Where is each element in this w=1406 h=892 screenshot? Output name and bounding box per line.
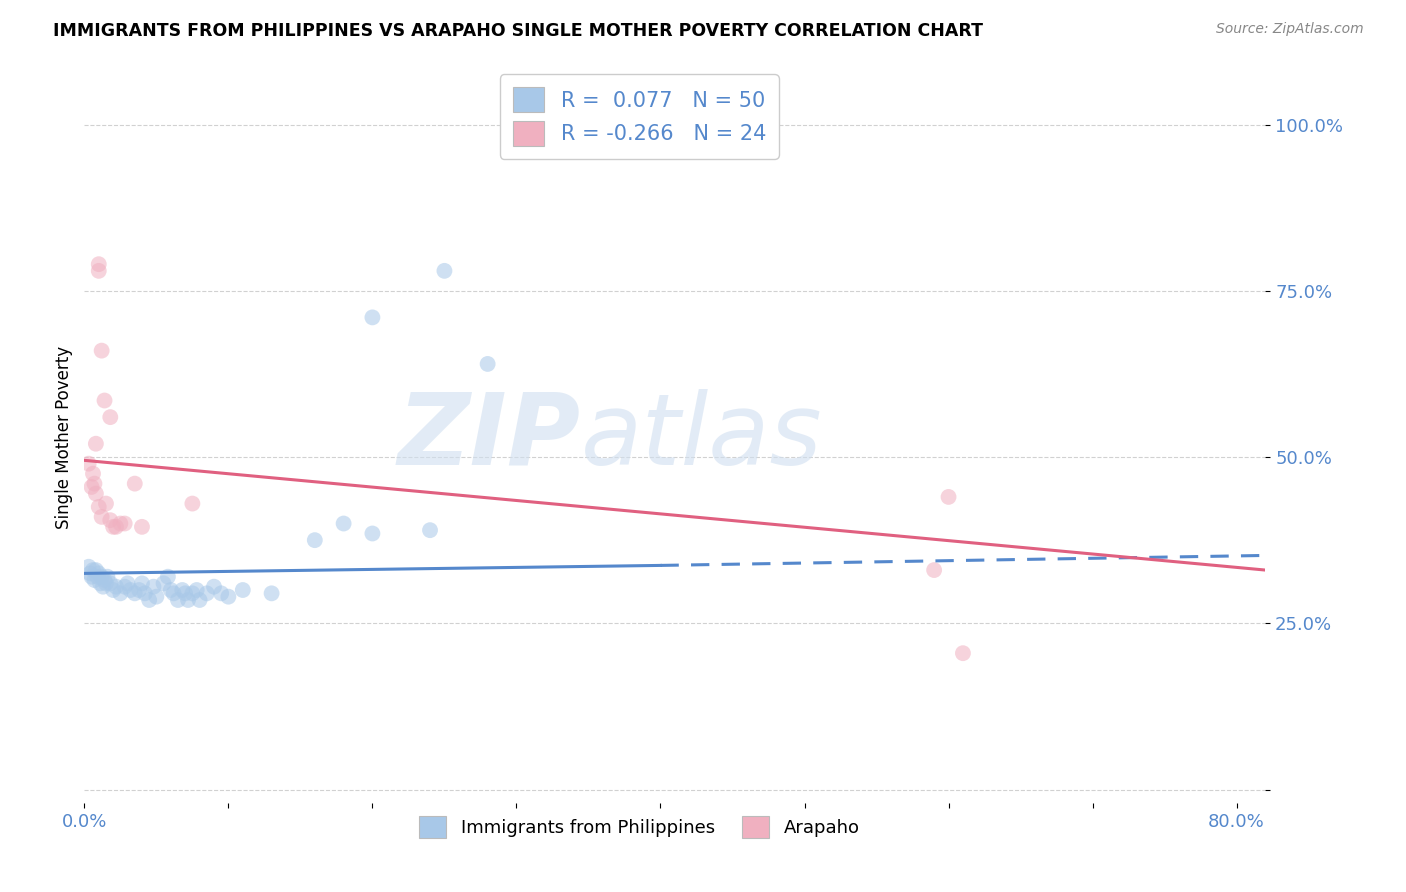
Point [120,582,142,597]
Point [101,520,124,534]
Point [260,586,283,600]
Point [138,593,160,607]
Point [90,343,112,358]
Point [181,586,204,600]
Point [86,570,108,584]
Point [82,563,104,577]
Point [174,586,197,600]
Point [98,513,121,527]
Point [80,480,103,494]
Point [922,563,945,577]
Point [131,520,153,534]
Point [94,497,117,511]
Point [110,516,132,531]
Point [195,586,218,600]
Point [96,570,118,584]
Point [117,576,139,591]
Legend: Immigrants from Philippines, Arapaho: Immigrants from Philippines, Arapaho [412,808,868,845]
Point [232,582,254,597]
Point [134,586,156,600]
Point [142,580,165,594]
Point [83,476,105,491]
Point [87,264,110,278]
Point [101,582,124,597]
Point [105,580,128,594]
Point [84,563,107,577]
Point [110,586,132,600]
Point [152,576,174,591]
Point [94,576,117,591]
Y-axis label: Single Mother Poverty: Single Mother Poverty [55,345,73,529]
Point [332,516,354,531]
Point [79,566,101,581]
Point [87,500,110,514]
Point [361,526,384,541]
Point [167,593,190,607]
Point [93,573,115,587]
Point [77,457,100,471]
Point [202,580,225,594]
Point [145,590,167,604]
Point [131,576,153,591]
Point [83,573,105,587]
Text: ZIP: ZIP [398,389,581,485]
Point [114,580,136,594]
Point [419,523,441,537]
Point [114,516,136,531]
Point [433,264,456,278]
Point [80,570,103,584]
Point [105,520,128,534]
Point [124,586,146,600]
Point [89,576,111,591]
Point [98,576,121,591]
Point [156,570,179,584]
Point [938,490,960,504]
Point [98,410,121,425]
Point [87,257,110,271]
Point [84,486,107,500]
Point [217,590,239,604]
Point [91,580,114,594]
Point [181,497,204,511]
Point [163,586,186,600]
Point [159,582,181,597]
Point [93,393,115,408]
Point [209,586,232,600]
Text: Source: ZipAtlas.com: Source: ZipAtlas.com [1216,22,1364,37]
Point [188,593,211,607]
Point [361,310,384,325]
Point [82,467,104,481]
Point [477,357,499,371]
Point [90,509,112,524]
Point [124,476,146,491]
Point [77,559,100,574]
Point [128,582,150,597]
Point [304,533,326,548]
Text: atlas: atlas [581,389,823,485]
Text: IMMIGRANTS FROM PHILIPPINES VS ARAPAHO SINGLE MOTHER POVERTY CORRELATION CHART: IMMIGRANTS FROM PHILIPPINES VS ARAPAHO S… [53,22,983,40]
Point [186,582,208,597]
Point [172,582,194,597]
Point [177,593,200,607]
Point [952,646,974,660]
Point [84,436,107,450]
Point [90,570,112,584]
Point [87,566,110,581]
